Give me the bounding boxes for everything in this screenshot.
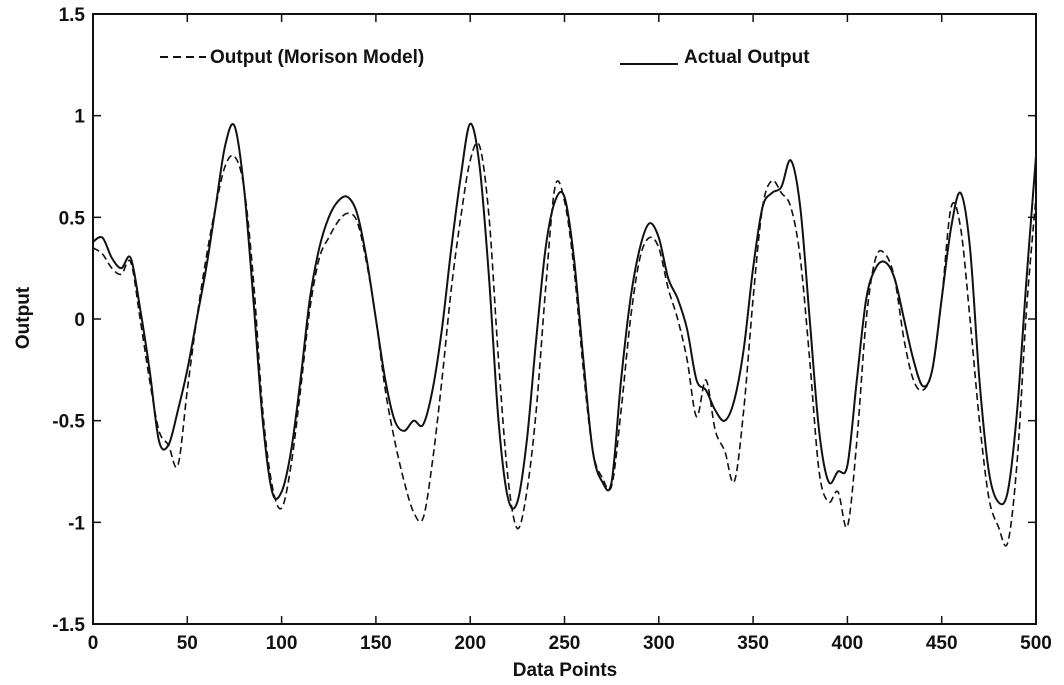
y-tick-label: 1.5: [59, 5, 86, 26]
x-tick-label: 250: [549, 633, 581, 654]
x-tick-label: 50: [177, 633, 198, 654]
x-axis-title: Data Points: [513, 660, 618, 681]
x-tick-label: 400: [832, 633, 864, 654]
y-tick-label: -0.5: [52, 412, 85, 433]
x-tick-label: 0: [88, 633, 99, 654]
x-tick-label: 450: [926, 633, 958, 654]
x-tick-label: 350: [737, 633, 769, 654]
series-line-output-morison-model: [92, 141, 1037, 547]
x-tick-label: 150: [360, 633, 392, 654]
legend-label-morison-model: Output (Morison Model): [210, 47, 424, 68]
series-layer: [92, 122, 1037, 547]
y-tick-label: 0.5: [59, 208, 86, 229]
x-tick-label: 300: [643, 633, 675, 654]
y-tick-label: -1: [68, 513, 85, 534]
y-tick-label: 0: [74, 310, 85, 331]
x-tick-label: 100: [266, 633, 298, 654]
x-tick-label: 200: [454, 633, 486, 654]
legend-label-actual-output: Actual Output: [684, 47, 810, 68]
legend: Output (Morison Model) Actual Output: [160, 47, 810, 68]
y-tick-label: -1.5: [52, 615, 85, 636]
y-axis-title: Output: [13, 286, 34, 349]
series-line-actual-output: [92, 122, 1037, 510]
ticks-layer: 0 50 100 150 200 250 300 350 400 450 500 -1.5 -1 -0.5…: [52, 5, 1052, 654]
plot-frame: [92, 13, 1037, 625]
x-tick-label: 500: [1020, 633, 1052, 654]
y-tick-label: 1: [74, 107, 85, 128]
